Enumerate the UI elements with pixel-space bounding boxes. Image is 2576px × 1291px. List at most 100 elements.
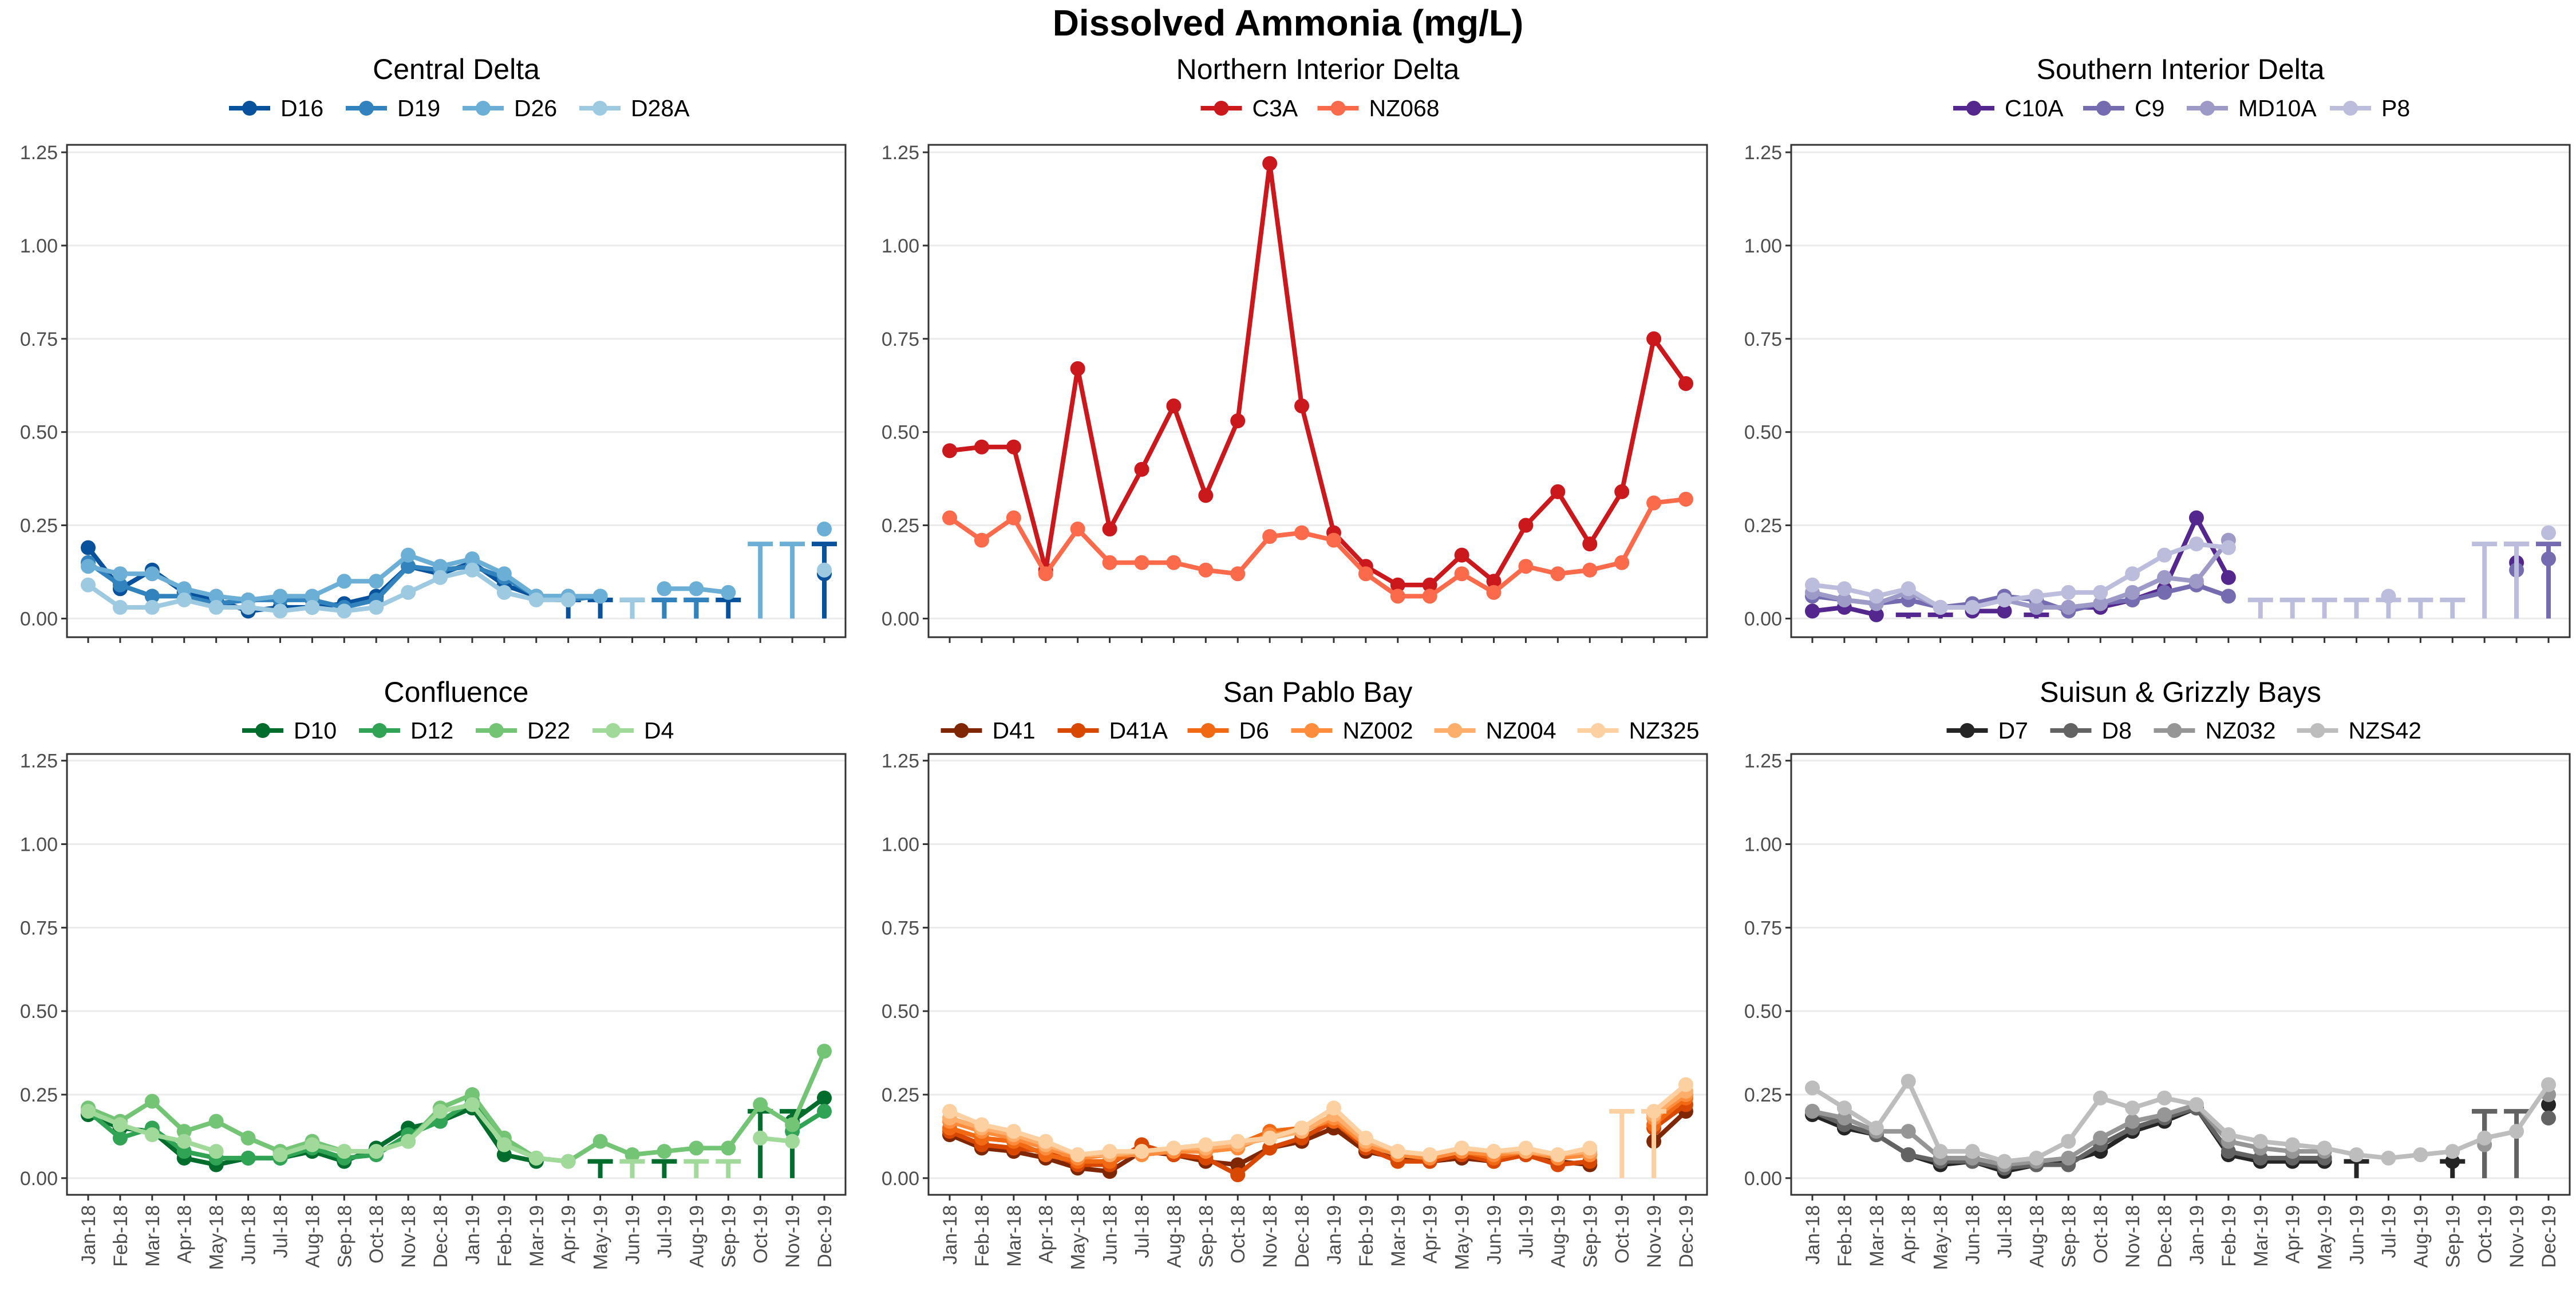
x-tick-label: Feb-18 [1834, 1205, 1856, 1267]
series-d4 [81, 1097, 800, 1178]
panel-title: Suisun & Grizzly Bays [2040, 676, 2321, 708]
data-point [208, 1144, 224, 1159]
legend-marker [1447, 723, 1463, 738]
x-tick-label: Feb-19 [1356, 1205, 1377, 1267]
data-point [1134, 461, 1149, 477]
x-axis: Jan-18 Feb-18 Mar-18 Apr-18 May-18 Jun-18 Jul-… [78, 1195, 836, 1270]
y-tick-label: 0.75 [20, 329, 58, 350]
gridlines [67, 760, 846, 1179]
data-point [1390, 1144, 1405, 1159]
data-point [2157, 1107, 2172, 1122]
data-point [433, 570, 448, 585]
data-point [1134, 555, 1149, 570]
y-tick-label: 0.50 [882, 1001, 919, 1022]
data-point [144, 566, 160, 582]
data-point [974, 439, 989, 455]
x-tick-label: Apr-19 [2282, 1205, 2304, 1264]
data-point [1454, 1140, 1469, 1156]
data-point [592, 589, 608, 604]
data-point [144, 599, 160, 615]
data-point [2125, 1100, 2140, 1116]
y-tick-label: 0.25 [20, 515, 58, 537]
data-point [81, 577, 96, 593]
data-point [1901, 1124, 1916, 1139]
data-point [817, 1044, 832, 1059]
x-tick-label: Jul-19 [2378, 1205, 2400, 1258]
data-point [1134, 1144, 1149, 1159]
data-point [1230, 413, 1246, 429]
x-tick-label: Aug-19 [2410, 1205, 2432, 1268]
data-point [240, 599, 256, 615]
y-tick-label: 0.25 [1744, 1084, 1782, 1106]
x-tick-label: Jul-18 [1131, 1205, 1153, 1258]
y-tick-label: 0.25 [20, 1084, 58, 1106]
data-point [1836, 581, 1852, 597]
legend-label: NZ002 [1343, 717, 1413, 744]
data-point [401, 547, 416, 563]
legend-item: NZ004 [1434, 717, 1556, 744]
legend-marker [2310, 723, 2325, 738]
data-point [1836, 592, 1852, 607]
x-tick-label: Mar-18 [142, 1205, 164, 1267]
data-point [272, 589, 288, 604]
data-point [305, 1137, 320, 1152]
data-point [1868, 589, 1884, 604]
data-point [528, 592, 544, 607]
data-point [1805, 1104, 1820, 1119]
data-point [369, 599, 384, 615]
y-tick-label: 1.00 [1744, 834, 1782, 856]
data-point [1102, 1144, 1117, 1159]
series-d26 [81, 522, 832, 619]
y-tick-label: 0.25 [1744, 515, 1782, 537]
y-tick-label: 1.25 [1744, 142, 1782, 164]
legend-label: D19 [397, 95, 440, 121]
x-axis [87, 637, 825, 643]
x-tick-label: Aug-18 [2026, 1205, 2048, 1268]
data-point [1262, 156, 1278, 171]
data-point [2285, 1137, 2300, 1152]
legend-marker [2343, 101, 2358, 116]
data-point [81, 1104, 96, 1119]
data-point [1390, 577, 1405, 593]
data-point [2061, 1150, 2076, 1166]
x-tick-label: Dec-18 [430, 1205, 452, 1268]
x-tick-label: Jun-19 [1484, 1205, 1506, 1265]
data-point [1262, 529, 1278, 544]
x-tick-label: Nov-19 [1643, 1205, 1665, 1268]
series-line [279, 1102, 569, 1164]
data-point [1390, 589, 1405, 604]
data-point [1198, 562, 1214, 578]
legend-label: NZ325 [1629, 717, 1700, 744]
legend-label: D8 [2102, 717, 2132, 744]
data-point [1901, 1073, 1916, 1089]
legend-item: D12 [359, 717, 453, 744]
data-point [1678, 376, 1693, 391]
data-point [2317, 1140, 2332, 1156]
y-tick-label: 0.75 [1744, 917, 1782, 939]
data-point [1006, 439, 1021, 455]
data-point [1422, 589, 1437, 604]
x-tick-label: Jul-19 [1515, 1205, 1537, 1258]
x-tick-label: Sep-18 [2058, 1205, 2080, 1268]
data-point [1262, 1130, 1278, 1146]
x-tick-label: Oct-18 [366, 1205, 388, 1264]
x-tick-label: Jan-19 [2186, 1205, 2208, 1265]
x-tick-label: Dec-18 [2154, 1205, 2176, 1268]
y-tick-label: 1.25 [20, 751, 58, 772]
y-axis: 0.00 0.25 0.50 0.75 1.00 1.25 [882, 751, 929, 1190]
data-point [1550, 566, 1566, 582]
data-point [112, 1117, 128, 1132]
data-point [2477, 1130, 2492, 1146]
x-tick-label: Oct-19 [1611, 1205, 1633, 1264]
data-point [721, 585, 736, 600]
data-point [496, 1137, 512, 1152]
data-point [1102, 522, 1117, 537]
data-point [2157, 585, 2172, 600]
legend-label: NZ004 [1486, 717, 1556, 744]
legend: D7 D8 NZ032 NZS42 [1946, 717, 2421, 744]
data-point [1646, 495, 1662, 511]
data-point [2093, 585, 2108, 600]
legend-marker [1070, 723, 1086, 738]
